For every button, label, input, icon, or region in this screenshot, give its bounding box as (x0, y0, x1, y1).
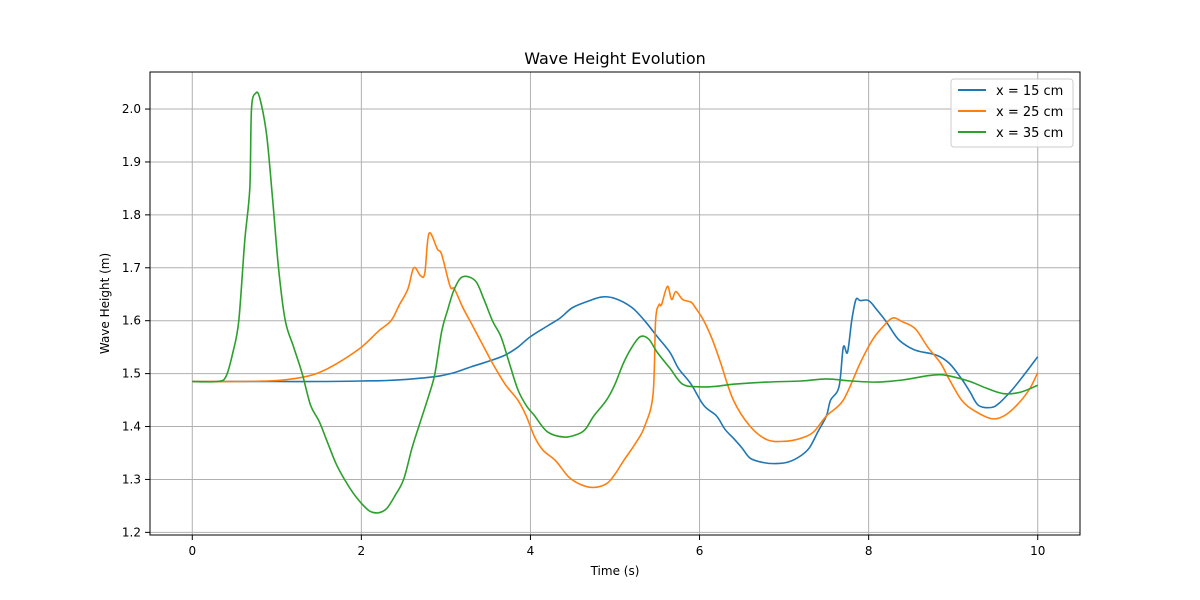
plot-frame (149, 71, 1081, 536)
x-axis-label: Time (s) (590, 564, 640, 578)
series-layer (192, 91, 1039, 514)
series-line-3 (192, 91, 1039, 514)
chart-title: Wave Height Evolution (524, 49, 706, 68)
y-tick-label: 1.8 (122, 208, 141, 222)
legend-label-1: x = 15 cm (996, 84, 1063, 99)
series-line-2 (192, 231, 1039, 489)
y-tick-label: 1.5 (122, 367, 141, 381)
legend-label-3: x = 35 cm (996, 126, 1063, 141)
y-tick-label: 1.3 (122, 472, 141, 486)
grid (150, 72, 1080, 535)
y-axis: 1.2 1.3 1.4 1.5 1.6 1.7 1.8 1.9 2.0 (122, 102, 150, 539)
legend: x = 15 cm x = 25 cm x = 35 cm (950, 78, 1074, 148)
x-tick-label: 4 (527, 544, 535, 558)
y-tick-label: 1.6 (122, 314, 141, 328)
x-tick-label: 10 (1030, 544, 1045, 558)
y-tick-label: 1.9 (122, 155, 141, 169)
y-tick-label: 1.7 (122, 261, 141, 275)
x-tick-label: 6 (696, 544, 704, 558)
series-line-1 (192, 295, 1039, 465)
x-axis: 0 2 4 6 8 10 (188, 535, 1045, 558)
y-axis-label: Wave Height (m) (98, 253, 112, 354)
x-tick-label: 0 (188, 544, 196, 558)
y-tick-label: 1.2 (122, 525, 141, 539)
legend-label-2: x = 25 cm (996, 105, 1063, 120)
x-tick-label: 2 (358, 544, 366, 558)
x-tick-label: 8 (865, 544, 873, 558)
y-tick-label: 1.4 (122, 420, 141, 434)
y-tick-label: 2.0 (122, 102, 141, 116)
legend-box (950, 78, 1074, 148)
